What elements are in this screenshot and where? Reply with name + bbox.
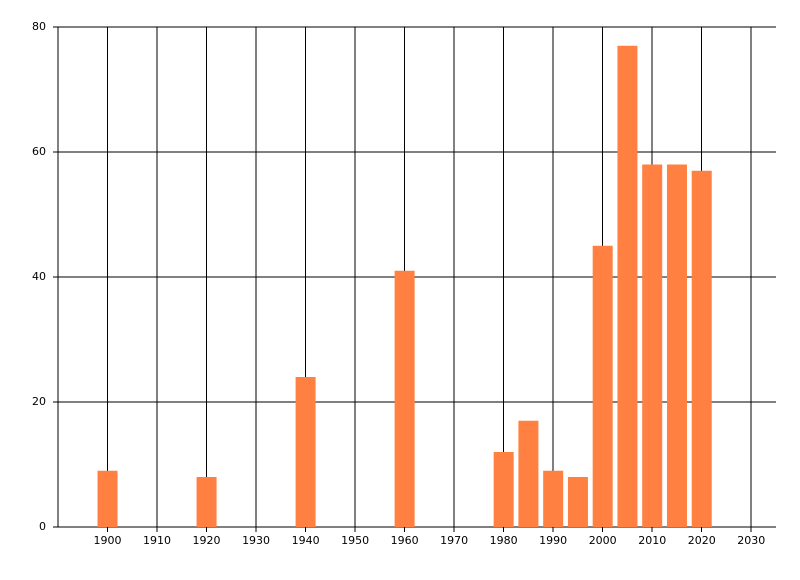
y-tick-label: 60 [32,145,46,158]
x-tick-label: 1950 [341,534,369,547]
y-tick-label: 20 [32,395,46,408]
y-tick-label: 40 [32,270,46,283]
x-tick-label: 1970 [440,534,468,547]
y-tick-label: 80 [32,20,46,33]
bar [196,477,217,527]
x-tick-label: 2010 [638,534,666,547]
bar [592,245,613,527]
x-tick-label: 1930 [242,534,270,547]
x-tick-label: 1920 [193,534,221,547]
bar [617,45,638,527]
bar [518,420,539,527]
bar [543,470,564,527]
x-tick-label: 1960 [391,534,419,547]
x-tick-label: 1940 [292,534,320,547]
y-tick-label: 0 [39,520,46,533]
bar [642,164,663,527]
x-tick-label: 1980 [490,534,518,547]
bar [567,477,588,527]
x-tick-label: 2020 [688,534,716,547]
x-tick-label: 1900 [94,534,122,547]
bar [666,164,687,527]
x-tick-label: 1990 [539,534,567,547]
bar [295,377,316,527]
bar [97,470,118,527]
x-tick-label: 2000 [589,534,617,547]
x-tick-label: 1910 [143,534,171,547]
bar [691,170,712,527]
bar [493,452,514,527]
bar [394,270,415,527]
x-tick-label: 2030 [737,534,765,547]
